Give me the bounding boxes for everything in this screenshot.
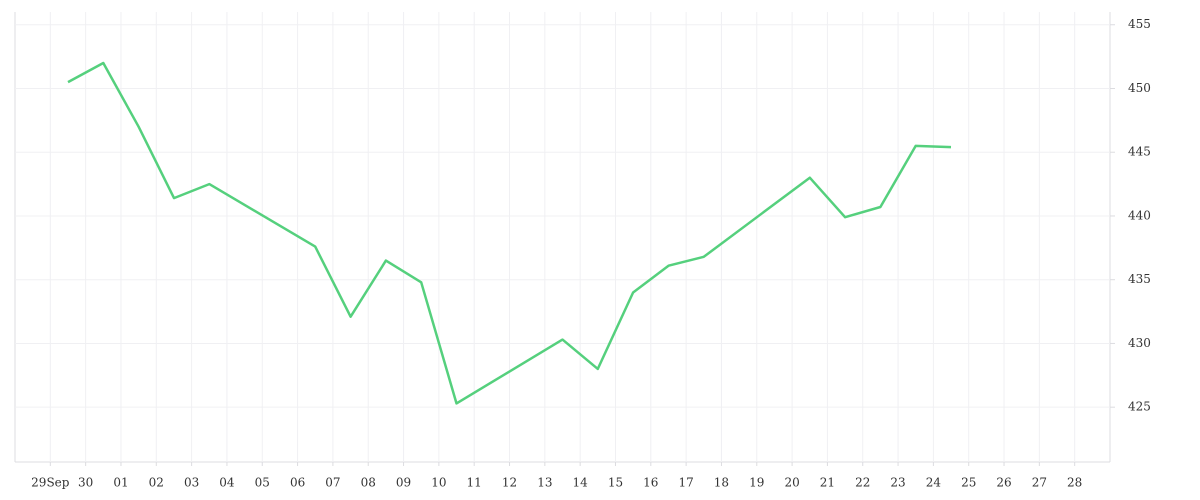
price-line	[67, 61, 952, 405]
x-tick-label: 03	[184, 476, 199, 490]
x-tick-label: 26	[996, 476, 1011, 490]
x-tick-label: 02	[149, 476, 164, 490]
x-tick-label: 18	[714, 476, 729, 490]
x-tick-label: 05	[255, 476, 270, 490]
x-tick-label: 24	[926, 476, 942, 490]
y-tick-label: 445	[1128, 145, 1151, 159]
x-tick-label: 30	[78, 476, 93, 490]
y-tick-label: 455	[1128, 17, 1151, 31]
x-tick-label: 04	[219, 476, 235, 490]
y-tick-label: 440	[1128, 208, 1151, 222]
x-tick-label: 22	[855, 476, 870, 490]
x-tick-label: 14	[573, 476, 589, 490]
x-tick-label: 08	[361, 476, 376, 490]
x-tick-label: 11	[467, 476, 482, 490]
x-tick-label: 28	[1067, 476, 1082, 490]
x-tick-label: 07	[325, 476, 340, 490]
y-tick-label: 430	[1128, 336, 1151, 350]
x-tick-label: 12	[502, 476, 517, 490]
x-tick-label: 16	[643, 476, 658, 490]
x-tick-label: 06	[290, 476, 305, 490]
x-tick-label: 09	[396, 476, 411, 490]
x-tick-label: 10	[431, 476, 446, 490]
y-tick-label: 425	[1128, 400, 1151, 414]
y-tick-label: 450	[1128, 81, 1151, 95]
x-tick-label: 23	[890, 476, 905, 490]
x-tick-label: 20	[784, 476, 799, 490]
x-tick-label: 29Sep	[31, 476, 70, 490]
x-tick-label: 21	[820, 476, 835, 490]
x-tick-label: 17	[678, 476, 693, 490]
y-tick-label: 435	[1128, 272, 1151, 286]
x-tick-label: 01	[113, 476, 128, 490]
x-tick-label: 27	[1032, 476, 1047, 490]
x-tick-label: 19	[749, 476, 764, 490]
x-tick-label: 15	[608, 476, 623, 490]
x-tick-label: 13	[537, 476, 552, 490]
x-tick-label: 25	[961, 476, 976, 490]
